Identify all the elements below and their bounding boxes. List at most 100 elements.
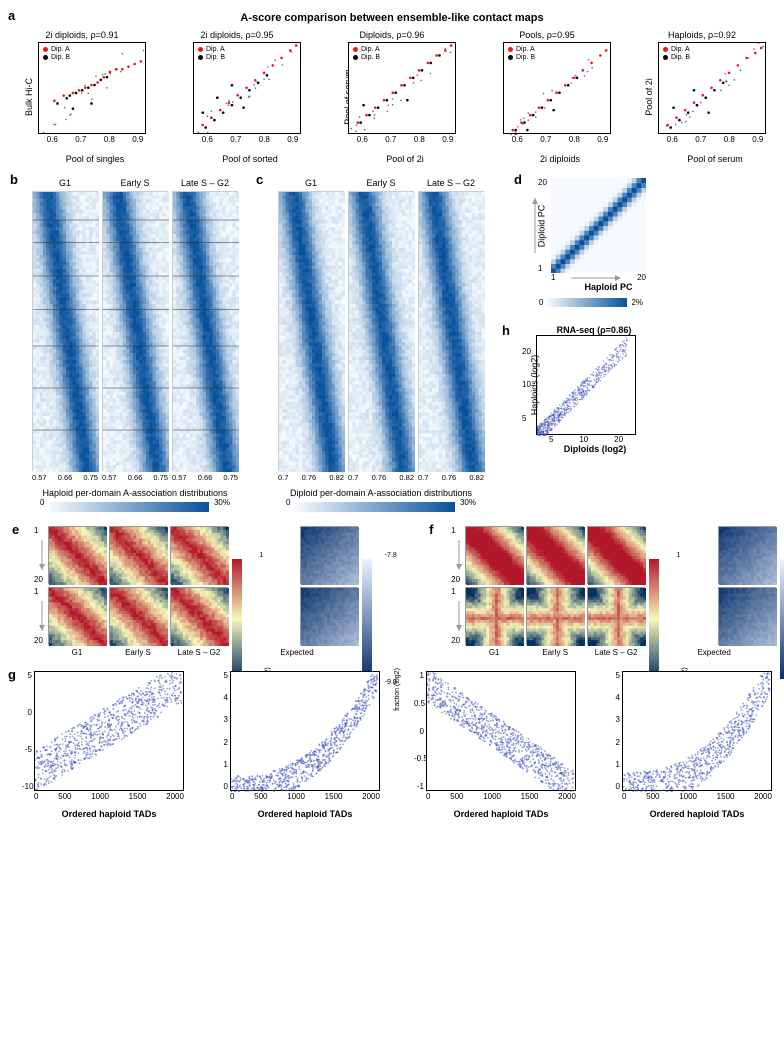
panel-d-xtick-max: 20 xyxy=(637,273,646,282)
panel-d-xarrow xyxy=(571,274,621,282)
tick: 1 xyxy=(451,587,455,596)
g-xlabel: Ordered haploid TADs xyxy=(426,809,576,819)
ef-heatmap-cell xyxy=(170,526,228,584)
figure-title: A-score comparison between ensemble-like… xyxy=(12,12,772,24)
panel-h-xlabel: Diploids (log2) xyxy=(536,444,654,454)
phase-title: Late S – G2 xyxy=(418,178,484,188)
tick: 10 xyxy=(522,380,531,389)
scatter-plot: 2i diploids, ρ=0.91 Bulk Hi-C 0.6 0.7 0.… xyxy=(12,30,152,164)
scatter-plot: Diploids, ρ=0.96 Pool of serum 0.6 0.7 0… xyxy=(322,30,462,164)
down-arrow-icon xyxy=(455,540,463,570)
ef-heatmap-cell xyxy=(526,587,584,645)
tick: 1 xyxy=(34,587,38,596)
scatter-xticks: 0.60.70.80.9 xyxy=(193,135,307,144)
panel-d-xlabel: Haploid PC xyxy=(551,282,666,292)
g-scatter: Mean TAD RNA (log2) 50-5-10 050010001500… xyxy=(12,671,184,819)
tick: 20 xyxy=(451,636,460,645)
tick: 1 xyxy=(451,526,455,535)
phase-title: Early S xyxy=(102,178,168,188)
phase-title: G1 xyxy=(32,178,98,188)
tick: 20 xyxy=(34,575,43,584)
colorbar xyxy=(780,559,784,679)
heat-xticks: 0.570.660.75 xyxy=(102,473,168,482)
g-xticks: 0500100015002000 xyxy=(426,792,576,801)
scatter-plot: 2i diploids, ρ=0.95 Pool of non-sorted 0… xyxy=(167,30,307,164)
panel-b-cbar-max: 30% xyxy=(214,498,230,512)
ef-expected-cell xyxy=(300,587,358,645)
g-xticks: 0500100015002000 xyxy=(230,792,380,801)
ef-expected-cell xyxy=(718,587,776,645)
g-yticks: 543210 xyxy=(218,671,228,791)
heat-xticks: 0.70.760.82 xyxy=(348,473,414,482)
ef-heatmap-cell xyxy=(170,587,228,645)
ef-col-label: Expected xyxy=(685,648,743,657)
phase-title: G1 xyxy=(278,178,344,188)
panel-h-scatter xyxy=(536,335,636,435)
panel-b-xlabel: Haploid per-domain A-association distrib… xyxy=(32,488,238,498)
phase-title: Early S xyxy=(348,178,414,188)
ef-heatmap-cell xyxy=(48,587,106,645)
scatter-legend: Dip. A Dip. B xyxy=(508,46,535,63)
heat-strip xyxy=(102,191,168,471)
g-yticks: 543210 xyxy=(610,671,620,791)
scatter-legend: Dip. A Dip. B xyxy=(353,46,380,63)
heat-strip xyxy=(348,191,414,471)
tick: 1 xyxy=(34,526,38,535)
panel-e-label: e xyxy=(12,522,19,537)
g-scatter: Mean TAD H3K4me3 543210 0500100015002000… xyxy=(600,671,772,819)
tick: 20 xyxy=(614,435,623,444)
ef-col-label: Early S xyxy=(526,648,584,657)
scatter-plot: Haploids, ρ=0.92 Pool of 2i 0.6 0.7 0.8 … xyxy=(632,30,772,164)
ef-col-label: Late S – G2 xyxy=(587,648,645,657)
ef-heatmap-cell xyxy=(587,587,645,645)
panel-h-title: RNA-seq (ρ=0.86) xyxy=(534,325,654,335)
panel-b-cbar-min: 0 xyxy=(40,498,44,512)
g-xticks: 0500100015002000 xyxy=(34,792,184,801)
heat-strip xyxy=(418,191,484,471)
ef-col-label: Late S – G2 xyxy=(170,648,228,657)
ef-col-label: Early S xyxy=(109,648,167,657)
scatter-xlabel: Pool of singles xyxy=(38,154,152,164)
scatter-ylabel: Pool of 2i xyxy=(644,78,654,116)
panel-d-cbar-min: 0 xyxy=(539,298,543,307)
ef-heatmap-cell xyxy=(526,526,584,584)
heat-strip xyxy=(172,191,238,471)
colorbar xyxy=(362,559,372,679)
panel-b-colorbar xyxy=(49,502,209,512)
ef-heatmap-cell xyxy=(587,526,645,584)
scatter-xticks: 0.60.70.80.9 xyxy=(658,135,772,144)
panel-d-colorbar xyxy=(547,298,627,307)
scatter-ylabel: Bulk Hi-C xyxy=(24,78,34,116)
panel-c-cbar-max: 30% xyxy=(460,498,476,512)
g-xlabel: Ordered haploid TADs xyxy=(230,809,380,819)
scatter-title: Pools, ρ=0.95 xyxy=(477,30,617,40)
panel-d-xtick-min: 1 xyxy=(551,273,555,282)
panel-c-cbar-min: 0 xyxy=(286,498,290,512)
g-scatter: Mean TAD H3K4me1 543210 0500100015002000… xyxy=(208,671,380,819)
panel-c-xlabel: Diploid per-domain A-association distrib… xyxy=(278,488,484,498)
scatter-xlabel: Pool of 2i xyxy=(348,154,462,164)
scatter-plot: Pools, ρ=0.95 2i +Serum haploids 0.6 0.7… xyxy=(477,30,617,164)
colorbar xyxy=(232,559,242,679)
scatter-xlabel: Pool of serum xyxy=(658,154,772,164)
panel-a-label: a xyxy=(8,8,15,23)
scatter-title: Haploids, ρ=0.92 xyxy=(632,30,772,40)
tick: 20 xyxy=(451,575,460,584)
panel-d: d Diploid PC 20 1 1 20 Haploid PC 0 xyxy=(516,178,666,307)
panel-h: h RNA-seq (ρ=0.86) Haploids (log2) 5 10 … xyxy=(504,325,654,454)
panel-d-cbar-max: 2% xyxy=(631,298,643,307)
ef-heatmap-cell xyxy=(109,526,167,584)
scatter-title: Diploids, ρ=0.96 xyxy=(322,30,462,40)
g-xlabel: Ordered haploid TADs xyxy=(622,809,772,819)
panel-d-ytick-min: 1 xyxy=(538,264,542,273)
heat-strip xyxy=(278,191,344,471)
down-arrow-icon xyxy=(38,540,46,570)
ef-heatmap-cell xyxy=(465,587,523,645)
heat-strip xyxy=(32,191,98,471)
tick: 5 xyxy=(522,414,531,423)
scatter-xticks: 0.60.70.80.9 xyxy=(348,135,462,144)
panel-a: a A-score comparison between ensemble-li… xyxy=(12,12,772,164)
panel-b: b Clustered TADs ordered by mean A-assoc… xyxy=(32,178,238,512)
panel-b-label: b xyxy=(10,172,18,187)
ef-expected-cell xyxy=(300,526,358,584)
